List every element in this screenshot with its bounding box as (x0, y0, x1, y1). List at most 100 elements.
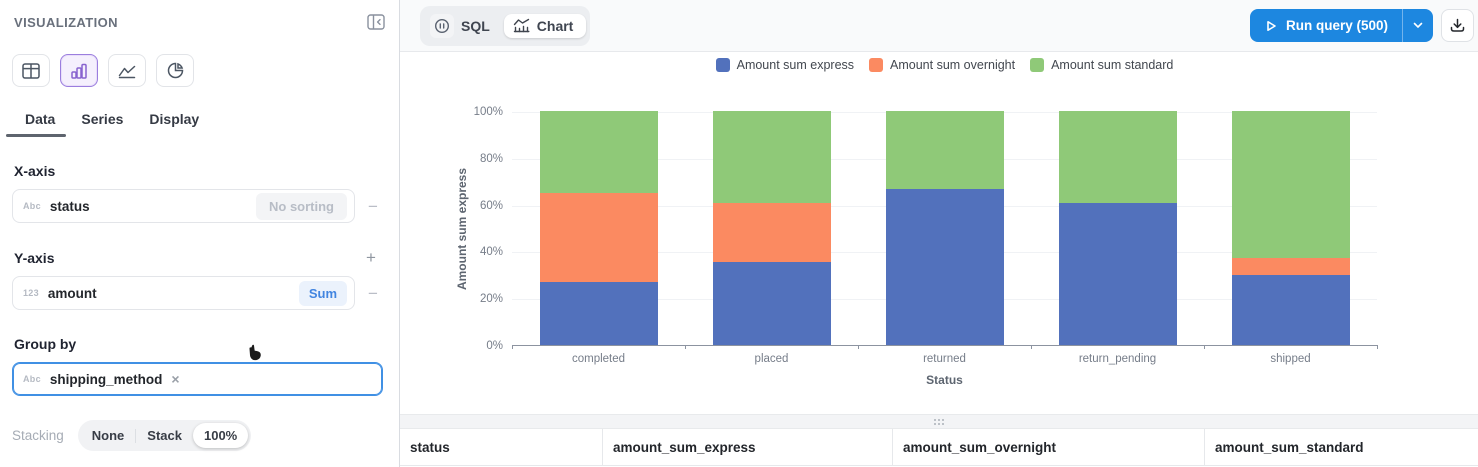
legend-swatch (715, 58, 730, 72)
bar-segment-shipped[interactable] (1231, 111, 1350, 259)
x-tick-mark (858, 345, 859, 349)
text-type-icon: Abc (23, 201, 41, 211)
bar-segment-placed[interactable] (712, 261, 831, 345)
group-by-field[interactable]: Abc shipping_method × (12, 362, 383, 396)
x-tick-mark (1031, 345, 1032, 349)
x-tick-mark (512, 345, 513, 349)
x-tick-label: completed (571, 353, 626, 365)
download-icon (1449, 17, 1466, 34)
segment-divider (135, 428, 137, 443)
legend-label: Amount sum overnight (890, 58, 1016, 72)
download-button[interactable] (1441, 9, 1474, 42)
pie-chart-icon (167, 62, 184, 79)
sidebar-header: VISUALIZATION (0, 0, 399, 30)
play-icon (1265, 20, 1277, 32)
view-toggle-label: SQL (461, 17, 490, 34)
bar-segment-return_pending[interactable] (1058, 111, 1177, 204)
bar-segment-return_pending[interactable] (1058, 203, 1177, 345)
x-axis-section: X-axis Abc status No sorting − (0, 163, 399, 223)
number-type-icon: 123 (23, 288, 39, 298)
tab-data[interactable]: Data (5, 105, 68, 137)
y-tick-label: 100% (473, 106, 503, 118)
bar-segment-placed[interactable] (712, 203, 831, 262)
x-tick-label: shipped (1270, 353, 1311, 365)
y-axis-section: Y-axis + 123 amount Sum − (0, 249, 399, 310)
legend-swatch (1030, 58, 1045, 72)
legend-item[interactable]: Amount sum express (715, 58, 855, 72)
table-chart-icon (22, 62, 40, 79)
legend-item[interactable]: Amount sum standard (1030, 58, 1173, 72)
visualization-sidebar: VISUALIZATION Data Series Display X-axis A… (0, 0, 400, 467)
stacked-bar-plot: Amount sum express Status 0% 20% 40% 60% 80%… (455, 106, 1378, 387)
x-axis-field[interactable]: Abc status No sorting (12, 189, 355, 223)
sidebar-title: VISUALIZATION (14, 14, 118, 30)
stacking-option-100pct[interactable]: 100% (192, 423, 249, 448)
stacking-section: Stacking None Stack 100% (12, 420, 399, 451)
bar-segment-completed[interactable] (539, 111, 658, 193)
chart-type-table-button[interactable] (12, 54, 50, 87)
column-header-amount_sum_express[interactable]: amount_sum_express (602, 429, 892, 465)
text-type-icon: Abc (23, 374, 41, 384)
legend-label: Amount sum standard (1051, 58, 1174, 72)
stacking-option-stack[interactable]: Stack (147, 428, 182, 443)
chart-type-picker (0, 30, 399, 87)
stacking-option-none[interactable]: None (91, 428, 125, 443)
x-tick-mark (1377, 345, 1378, 349)
aggregation-button[interactable]: Sum (298, 280, 347, 306)
stacking-segmented-control: None Stack 100% (77, 420, 252, 451)
chart-legend: Amount sum express Amount sum overnight Am… (512, 58, 1377, 72)
view-toggle-chart[interactable]: Chart (503, 13, 587, 38)
run-query-label: Run query (500) (1285, 18, 1388, 33)
y-tick-label: 60% (479, 199, 503, 212)
bar-segment-shipped[interactable] (1231, 258, 1350, 275)
group-by-section: Group by Abc shipping_method × (0, 336, 399, 396)
legend-item[interactable]: Amount sum overnight (869, 58, 1015, 72)
tab-display[interactable]: Display (149, 111, 200, 127)
sql-icon (430, 13, 454, 38)
x-axis-field-name: status (49, 198, 90, 214)
add-y-axis-button[interactable]: + (361, 249, 381, 266)
x-tick-mark (1204, 345, 1205, 349)
drag-handle-icon (934, 418, 944, 425)
column-header-amount_sum_standard[interactable]: amount_sum_standard (1204, 429, 1478, 465)
collapse-sidebar-icon[interactable] (367, 14, 385, 30)
topbar: SQL Chart Run query (500) (400, 0, 1478, 52)
group-by-heading: Group by (14, 336, 77, 352)
run-query-button[interactable]: Run query (500) (1249, 9, 1433, 42)
button-divider (1402, 9, 1403, 42)
remove-y-axis-button[interactable]: − (363, 285, 383, 302)
chevron-down-icon (1413, 22, 1423, 29)
x-tick-label: returned (923, 353, 966, 365)
y-tick-label: 80% (479, 152, 503, 165)
panel-resize-handle[interactable] (400, 414, 1478, 429)
tab-series[interactable]: Series (81, 111, 124, 127)
chart-type-pie-button[interactable] (156, 54, 194, 87)
column-header-status[interactable]: status (410, 439, 450, 455)
remove-x-axis-button[interactable]: − (363, 198, 383, 215)
bar-segment-completed[interactable] (539, 281, 658, 345)
no-sorting-button[interactable]: No sorting (256, 192, 347, 220)
bar-segment-shipped[interactable] (1231, 274, 1350, 345)
run-options-caret[interactable] (1403, 22, 1433, 29)
bar-segment-returned[interactable] (885, 111, 1004, 190)
bar-segment-completed[interactable] (539, 192, 658, 282)
x-tick-mark (685, 345, 686, 349)
legend-swatch (869, 58, 884, 72)
column-header-amount_sum_overnight[interactable]: amount_sum_overnight (892, 429, 1204, 465)
clear-group-by-icon[interactable]: × (171, 371, 180, 387)
y-tick-label: 20% (479, 293, 503, 306)
chart-canvas: Amount sum express Amount sum overnight Am… (400, 52, 1478, 414)
main-panel: SQL Chart Run query (500) (400, 0, 1478, 467)
result-table-header: status amount_sum_express amount_sum_overn… (400, 429, 1478, 466)
y-axis-field-name: amount (47, 285, 97, 301)
y-axis-heading: Y-axis (14, 249, 55, 266)
chart-type-bar-button[interactable] (60, 54, 98, 87)
bar-segment-returned[interactable] (885, 189, 1004, 345)
stacking-heading: Stacking (12, 428, 64, 443)
bar-segment-placed[interactable] (712, 111, 831, 204)
view-toggle-sql[interactable]: SQL (424, 10, 502, 42)
chart-type-line-button[interactable] (108, 54, 146, 87)
legend-label: Amount sum express (736, 58, 855, 72)
y-axis-field[interactable]: 123 amount Sum (12, 276, 355, 310)
